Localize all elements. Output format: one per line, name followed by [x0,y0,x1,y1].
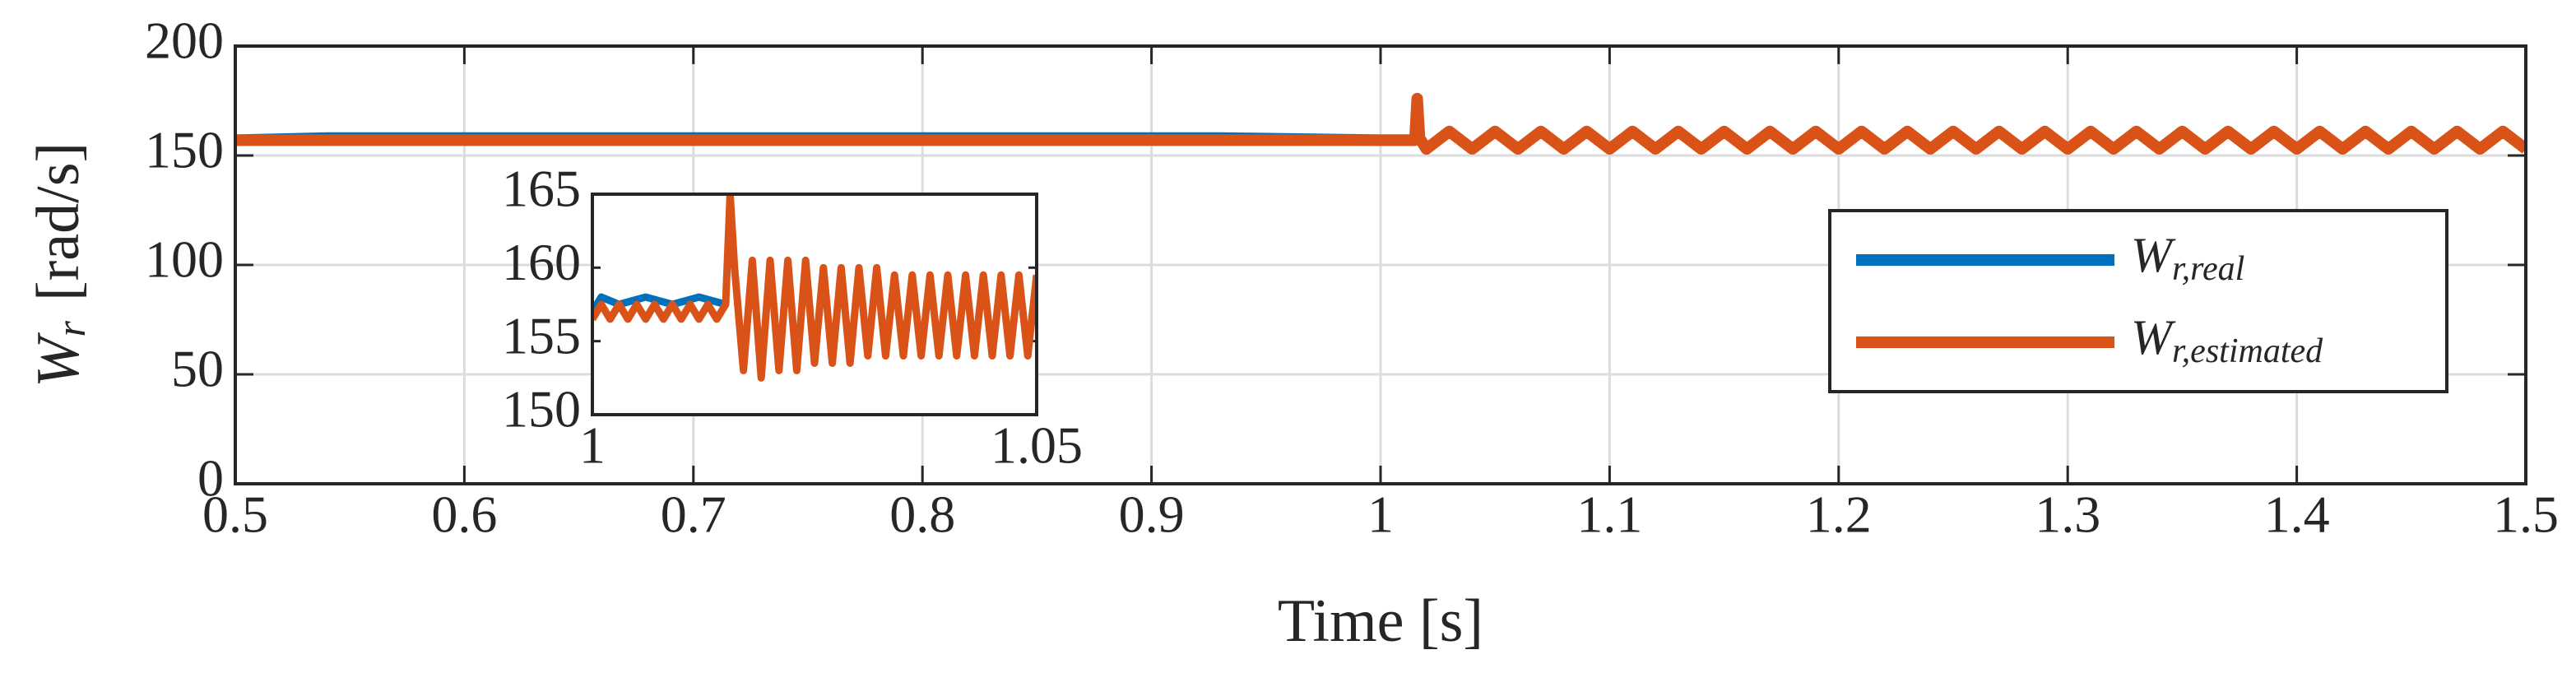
legend-box [1828,209,2448,393]
x-axis-label: Time [s] [1278,587,1483,655]
y-tick-label: 160 [502,233,581,291]
inset-axes: 150 155 160 165 1 1.05 [502,160,1083,475]
legend-subscript: r,real [2172,250,2244,288]
legend-label: Wr,real [2131,228,2244,288]
axes-frame [234,44,2527,485]
main-axes: 0 50 100 150 200 0.5 0.6 0.7 0.8 0.9 1 1.1 1.2 1.3 1.4… [145,12,2559,544]
y-label-unit: [rad/s] [25,142,92,301]
y-label-subscript: r [48,320,94,337]
y-tick-label: 150 [502,380,581,439]
x-tick-label: 1.05 [991,416,1083,475]
legend-name: W [2131,228,2176,282]
x-tick-label: 1.3 [2035,485,2100,544]
y-tick-label: 100 [145,230,224,289]
x-tick-label: 1.1 [1576,485,1642,544]
y-tick-label: 155 [502,306,581,364]
x-tick-label: 0.9 [1119,485,1185,544]
y-tick-label: 165 [502,160,581,218]
x-tick-label: 1 [1367,485,1394,544]
x-tick-label: 0.6 [431,485,497,544]
y-tick-label: 200 [145,12,224,70]
legend-label: Wr,estimated [2131,310,2323,370]
x-tick-label: 1.2 [1806,485,1872,544]
y-axis-label: Wr [rad/s] [25,142,94,388]
y-label-symbol: W [25,332,92,388]
series-line [592,194,1037,382]
y-tick-label: 150 [145,121,224,179]
x-tick-label: 1.4 [2264,485,2330,544]
x-tick-label: 0.8 [889,485,955,544]
x-tick-label: 1.5 [2493,485,2559,544]
series-line [235,92,2526,156]
series-line [592,293,727,314]
y-tick-label: 0 [197,449,224,508]
x-tick-label: 0.7 [661,485,726,544]
axes-frame [591,193,1038,416]
y-tick-label: 50 [171,340,224,398]
x-tick-label: 0.5 [202,485,268,544]
legend-subscript: r,estimated [2172,332,2323,370]
legend-name: W [2131,310,2176,364]
x-tick-label: 1 [579,416,606,475]
